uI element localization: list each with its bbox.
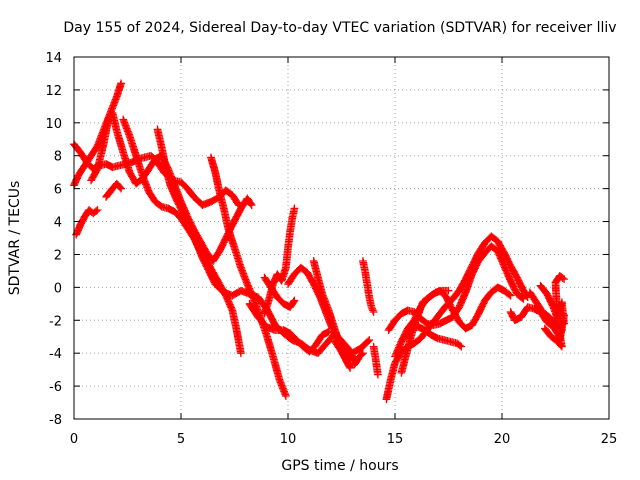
y-tick-label: 4 xyxy=(54,216,62,231)
y-tick-label: 2 xyxy=(54,248,62,263)
series-arc-y xyxy=(540,271,568,351)
data-markers xyxy=(384,242,528,334)
y-tick-label: -2 xyxy=(49,314,62,329)
y-tick-label: -8 xyxy=(49,413,62,428)
data-markers xyxy=(72,206,102,239)
series-arc-m xyxy=(309,257,367,364)
chart-title: Day 155 of 2024, Sidereal Day-to-day VTE… xyxy=(63,20,616,36)
y-tick-label: 0 xyxy=(54,281,62,296)
y-tick-label: 12 xyxy=(45,84,62,99)
series-arc-u xyxy=(397,286,453,377)
y-tick-label: -6 xyxy=(49,380,62,395)
x-axis-label: GPS time / hours xyxy=(281,458,398,474)
series-arc-i xyxy=(245,299,333,356)
y-tick-label: 14 xyxy=(45,51,62,66)
data-markers xyxy=(260,273,299,311)
x-tick-label: 10 xyxy=(280,432,297,447)
data-markers xyxy=(369,342,382,379)
y-axis-label: SDTVAR / TECUs xyxy=(7,181,23,296)
data-markers xyxy=(397,286,453,377)
series-arc-p xyxy=(369,342,382,379)
x-tick-label: 25 xyxy=(601,432,618,447)
x-tick-label: 0 xyxy=(70,432,78,447)
series-arc-o xyxy=(359,257,378,316)
plot-frame xyxy=(73,56,610,420)
series-arc-r xyxy=(384,242,528,334)
series-arc-e xyxy=(102,179,125,201)
data-markers xyxy=(309,257,367,364)
data-markers xyxy=(245,299,333,356)
series-arc-k xyxy=(260,273,299,311)
x-tick-label: 20 xyxy=(494,432,511,447)
data-markers xyxy=(359,257,378,316)
data-markers xyxy=(331,337,363,369)
y-tick-label: 6 xyxy=(54,183,62,198)
data-markers xyxy=(540,271,568,351)
y-tick-label: 10 xyxy=(45,117,62,132)
data-markers xyxy=(102,179,125,201)
x-tick-label: 15 xyxy=(387,432,404,447)
series-arc-n xyxy=(331,337,363,369)
x-tick-label: 5 xyxy=(177,432,185,447)
marks-layer xyxy=(70,79,568,404)
y-tick-label: 8 xyxy=(54,150,62,165)
series-arc-a xyxy=(72,206,102,239)
grid-layer xyxy=(74,57,609,419)
ticks-layer: 0 5 10 15 20 25 -8 -6 -4 -2 0 2 4 6 8 10 12 14 xyxy=(45,51,617,447)
y-tick-label: -4 xyxy=(49,347,62,362)
